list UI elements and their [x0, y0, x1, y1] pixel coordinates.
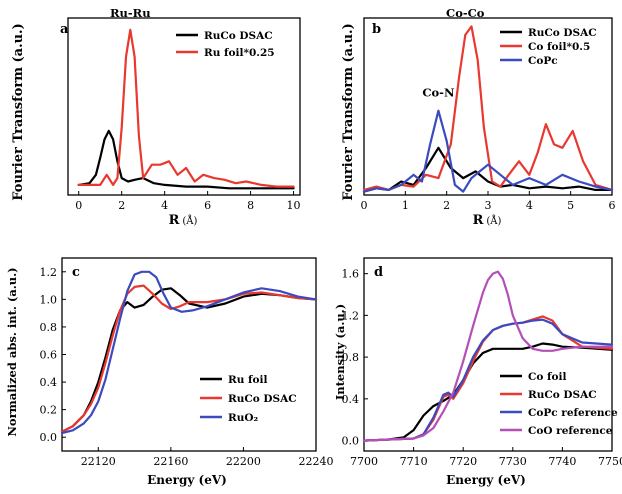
series-line-3 [362, 270, 614, 442]
x-tick-label: 1 [402, 199, 409, 212]
y-axis-title: Intensity (a.u.) [333, 304, 347, 400]
panel-c: 22120 22160 22200 22240 0.0 0.2 0.4 0.6 0.8 1.0 1.… [5, 257, 334, 487]
x-tick-label: 7740 [548, 455, 576, 468]
y-tick-label: 0.8 [40, 321, 58, 334]
y-tick-label: 1.2 [40, 266, 58, 279]
x-tick-label: 6 [204, 199, 211, 212]
x-tick-label: 7700 [350, 455, 378, 468]
x-tick-label: 2 [118, 199, 125, 212]
legend-label: Co foil*0.5 [528, 41, 590, 53]
x-tick-label: 22120 [81, 455, 116, 468]
x-tick-label: 0 [361, 199, 368, 212]
y-tick-label: 1.6 [342, 268, 360, 281]
legend-label: RuCo DSAC [528, 27, 597, 39]
y-axis-title: Normalized abs. int. (a.u.) [5, 267, 19, 436]
panel-letter: b [372, 22, 381, 37]
x-axis-title: Energy (eV) [147, 473, 227, 487]
legend-label: Co foil [528, 371, 567, 383]
plot-frame [363, 257, 613, 452]
x-axis-title-main: Energy (eV) [147, 473, 227, 487]
y-tick-label: 0.4 [40, 376, 58, 389]
y-tick-label: 1.0 [40, 293, 58, 306]
x-axis-title-unit: (Å) [486, 215, 501, 227]
x-tick-label: 3 [485, 199, 492, 212]
legend-label: CoO reference [528, 425, 613, 437]
panel-letter: a [60, 22, 69, 37]
x-axis-title-unit: (Å) [182, 215, 197, 227]
x-tick-label: 5 [567, 199, 574, 212]
series-line-0 [77, 129, 295, 190]
series-line-0 [362, 146, 614, 193]
x-tick-label: 0 [75, 199, 82, 212]
legend-label: Ru foil*0.25 [204, 47, 275, 59]
x-tick-label: 2 [443, 199, 450, 212]
y-tick-label: 0.0 [40, 431, 58, 444]
y-tick-label: 0.4 [342, 393, 360, 406]
x-tick-label: 22160 [153, 455, 188, 468]
legend-label: RuCo DSAC [228, 393, 297, 405]
x-tick-label: 10 [287, 199, 301, 212]
annotation-label: Co-Co [446, 6, 485, 20]
series-line-1 [77, 28, 295, 188]
x-tick-label: 7720 [449, 455, 477, 468]
x-tick-label: 7730 [499, 455, 527, 468]
x-axis-title: Energy (eV) [446, 473, 526, 487]
y-tick-label: 0.0 [342, 435, 360, 448]
y-tick-label: 0.6 [40, 349, 58, 362]
series-line-2 [362, 318, 614, 442]
y-tick-label: 1.2 [342, 309, 360, 322]
x-axis-title-main: Energy (eV) [446, 473, 526, 487]
series-line-1 [60, 284, 318, 433]
annotation-label: Ru-Ru [110, 6, 151, 20]
series-line-1 [362, 25, 614, 191]
legend-label: RuCo DSAC [204, 30, 273, 42]
panel-a: 0 2 4 6 8 10 RuCo DSAC Ru foil*0.25 Ru-Ru a Fourie… [11, 6, 301, 228]
y-axis-title: Fourier Transform (a.u.) [341, 23, 356, 200]
annotation-label: Co-N [422, 85, 455, 99]
legend-label: RuO₂ [228, 412, 259, 424]
panel-letter: d [374, 265, 383, 280]
y-tick-label: 0.2 [40, 404, 58, 417]
plot-frame [61, 257, 317, 452]
x-axis-title-main: R [169, 213, 180, 228]
x-axis-title: R (Å) [169, 213, 198, 228]
x-tick-label: 4 [161, 199, 168, 212]
x-tick-label: 8 [247, 199, 254, 212]
panel-letter: c [72, 265, 80, 280]
x-tick-label: 6 [609, 199, 616, 212]
series-line-0 [60, 287, 318, 433]
x-tick-label: 7710 [400, 455, 428, 468]
x-axis-title-main: R [473, 213, 484, 228]
legend-label: CoPc [528, 55, 558, 67]
x-tick-label: 22200 [226, 455, 261, 468]
y-tick-label: 0.8 [342, 351, 360, 364]
series-line-2 [362, 109, 614, 193]
x-tick-label: 4 [526, 199, 533, 212]
series-line-2 [60, 270, 318, 435]
legend-label: Ru foil [228, 374, 268, 386]
y-axis-title: Fourier Transform (a.u.) [11, 23, 26, 200]
plot-frame [67, 17, 301, 196]
x-tick-label: 22240 [299, 455, 334, 468]
series-line-0 [362, 342, 614, 442]
panel-b: 0 1 2 3 4 5 6 RuCo DSAC Co foil*0.5 CoPc Co-Co Co-N… [341, 6, 616, 228]
legend-label: RuCo DSAC [528, 389, 597, 401]
x-axis-title: R (Å) [473, 213, 502, 228]
legend-label: CoPc reference [528, 407, 618, 419]
